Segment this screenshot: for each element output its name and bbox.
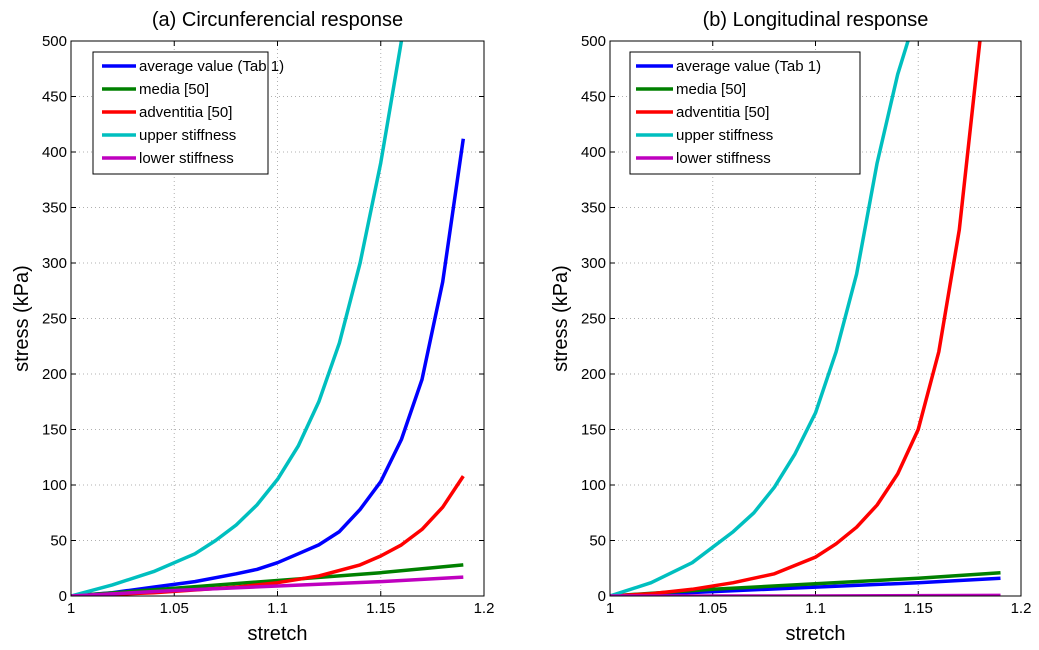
x-tick-label: 1	[67, 600, 75, 617]
chart-title: (a) Circunferencial response	[152, 9, 403, 31]
y-tick-label: 350	[42, 200, 67, 217]
x-tick-label: 1.15	[904, 600, 933, 617]
legend-entry-0: average value (Tab 1)	[676, 58, 821, 75]
y-axis-label: stress (kPa)	[550, 265, 572, 372]
x-tick-label: 1.1	[805, 600, 826, 617]
x-tick-label: 1.2	[1011, 600, 1032, 617]
y-tick-label: 400	[581, 144, 606, 161]
y-tick-label: 250	[581, 311, 606, 328]
y-tick-label: 50	[589, 533, 606, 550]
x-tick-label: 1.1	[267, 600, 288, 617]
legend-entry-1: media [50]	[676, 81, 746, 98]
y-tick-label: 400	[42, 144, 67, 161]
chart-panel-1: 1 1.05 1.1 1.15 1.2 0 50 100 150 200 250 300 350 400 4…	[550, 9, 1031, 645]
legend-entry-3: upper stiffness	[139, 127, 236, 144]
y-tick-label: 250	[42, 311, 67, 328]
x-tick-label: 1.15	[366, 600, 395, 617]
series-line-0	[71, 138, 466, 596]
y-tick-label: 0	[598, 588, 606, 605]
y-tick-label: 450	[42, 89, 67, 106]
legend-entry-4: lower stiffness	[676, 150, 771, 167]
x-tick-label: 1.2	[474, 600, 495, 617]
series-line-3	[610, 41, 910, 596]
legend-entry-3: upper stiffness	[676, 127, 773, 144]
y-tick-label: 450	[581, 89, 606, 106]
series-line-3	[71, 41, 404, 596]
series-line-2	[610, 41, 982, 596]
legend-entry-4: lower stiffness	[139, 150, 234, 167]
legend-entry-1: media [50]	[139, 81, 209, 98]
y-tick-label: 300	[581, 255, 606, 272]
y-tick-label: 50	[50, 533, 67, 550]
x-tick-label: 1	[606, 600, 614, 617]
legend-entry-2: adventitia [50]	[139, 104, 232, 121]
y-tick-label: 100	[42, 477, 67, 494]
y-tick-label: 150	[42, 422, 67, 439]
y-tick-label: 0	[59, 588, 67, 605]
axes-box	[609, 40, 1022, 597]
x-tick-label: 1.05	[160, 600, 189, 617]
x-axis-label: stretch	[247, 623, 307, 645]
y-tick-label: 200	[581, 366, 606, 383]
chart-title: (b) Longitudinal response	[703, 9, 929, 31]
y-axis-label: stress (kPa)	[11, 265, 33, 372]
chart-panel-0: 1 1.05 1.1 1.15 1.2 0 50 100 150 200 250 300 350 400 4…	[11, 9, 494, 645]
legend: average value (Tab 1) media [50] adventiti…	[92, 51, 284, 175]
y-tick-label: 150	[581, 422, 606, 439]
y-tick-label: 300	[42, 255, 67, 272]
x-tick-label: 1.05	[698, 600, 727, 617]
legend-entry-2: adventitia [50]	[676, 104, 769, 121]
legend: average value (Tab 1) media [50] adventiti…	[629, 51, 861, 175]
series-line-4	[71, 575, 464, 596]
y-tick-label: 200	[42, 366, 67, 383]
legend-entry-0: average value (Tab 1)	[139, 58, 284, 75]
axes-box	[70, 40, 485, 597]
x-axis-label: stretch	[785, 623, 845, 645]
y-tick-label: 100	[581, 477, 606, 494]
y-tick-label: 350	[581, 200, 606, 217]
y-tick-label: 500	[42, 33, 67, 50]
y-tick-label: 500	[581, 33, 606, 50]
